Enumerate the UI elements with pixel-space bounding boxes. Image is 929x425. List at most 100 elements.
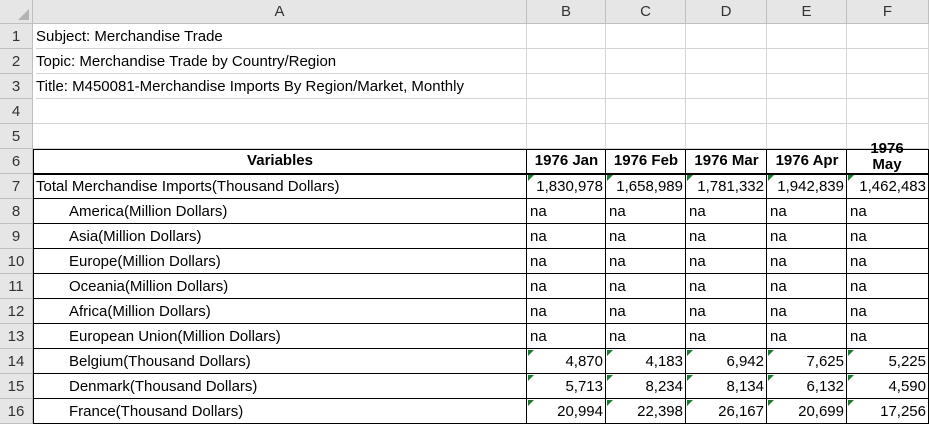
data-value[interactable]: na [770,303,787,320]
row-label[interactable]: America(Million Dollars) [69,203,228,220]
row-label[interactable]: Total Merchandise Imports(Thousand Dolla… [36,178,340,195]
grid-cell[interactable] [606,99,686,124]
grid-cell[interactable] [33,124,527,149]
row-header-5[interactable]: 5 [0,124,33,149]
data-value[interactable]: 1,830,978 [536,178,603,195]
header-period[interactable]: 1976 Apr [775,152,839,169]
row-label[interactable]: Europe(Million Dollars) [69,253,221,270]
grid-cell[interactable] [847,49,929,74]
data-value[interactable]: na [530,303,547,320]
grid-cell[interactable] [527,24,606,49]
select-all-button[interactable] [0,0,33,24]
data-value[interactable]: 5,713 [565,378,603,395]
data-value[interactable]: 26,167 [718,403,764,420]
data-value[interactable]: na [530,328,547,345]
data-value[interactable]: na [770,278,787,295]
column-header-b[interactable]: B [527,0,606,24]
data-value[interactable]: 6,132 [806,378,844,395]
column-header-e[interactable]: E [767,0,847,24]
grid-cell[interactable] [686,124,767,149]
header-period[interactable]: 1976 May [870,141,904,173]
row-header-8[interactable]: 8 [0,199,33,224]
grid-cell[interactable] [686,99,767,124]
data-value[interactable]: na [770,228,787,245]
row-header-3[interactable]: 3 [0,74,33,99]
data-value[interactable]: 22,398 [637,403,683,420]
grid-cell[interactable] [686,49,767,74]
row-header-4[interactable]: 4 [0,99,33,124]
grid-cell[interactable] [767,74,847,99]
row-label[interactable]: France(Thousand Dollars) [69,403,244,420]
data-value[interactable]: na [689,228,706,245]
row-header-10[interactable]: 10 [0,249,33,274]
data-value[interactable]: na [609,303,626,320]
column-header-c[interactable]: C [606,0,686,24]
data-value[interactable]: 5,225 [888,353,926,370]
data-value[interactable]: na [609,228,626,245]
row-label[interactable]: Asia(Million Dollars) [69,228,202,245]
meta-title[interactable]: Title: M450081-Merchandise Imports By Re… [36,74,527,99]
data-value[interactable]: na [850,203,867,220]
data-value[interactable]: 1,462,483 [859,178,926,195]
data-value[interactable]: na [609,253,626,270]
data-value[interactable]: na [689,253,706,270]
meta-topic[interactable]: Topic: Merchandise Trade by Country/Regi… [36,49,527,74]
grid-cell[interactable] [767,124,847,149]
grid-cell[interactable] [527,49,606,74]
data-value[interactable]: na [530,253,547,270]
header-period[interactable]: 1976 Jan [534,152,599,169]
grid-cell[interactable] [767,99,847,124]
data-value[interactable]: 20,699 [798,403,844,420]
data-value[interactable]: na [850,228,867,245]
data-value[interactable]: na [530,228,547,245]
row-label[interactable]: Belgium(Thousand Dollars) [69,353,251,370]
header-period[interactable]: 1976 Mar [694,152,759,169]
data-value[interactable]: na [530,278,547,295]
data-value[interactable]: 1,658,989 [616,178,683,195]
data-value[interactable]: na [609,203,626,220]
row-header-2[interactable]: 2 [0,49,33,74]
grid-cell[interactable] [606,24,686,49]
data-value[interactable]: 8,134 [726,378,764,395]
row-header-9[interactable]: 9 [0,224,33,249]
grid-cell[interactable] [847,99,929,124]
data-value[interactable]: 4,590 [888,378,926,395]
data-value[interactable]: na [770,253,787,270]
grid-cell[interactable] [527,99,606,124]
data-value[interactable]: 7,625 [806,353,844,370]
grid-cell[interactable] [606,124,686,149]
row-header-1[interactable]: 1 [0,24,33,49]
data-value[interactable]: 4,870 [565,353,603,370]
header-period[interactable]: 1976 Feb [613,152,679,169]
data-value[interactable]: na [850,253,867,270]
row-header-13[interactable]: 13 [0,324,33,349]
data-value[interactable]: na [689,328,706,345]
header-variables[interactable]: Variables [247,152,313,169]
data-value[interactable]: na [850,278,867,295]
data-value[interactable]: na [609,328,626,345]
data-value[interactable]: 6,942 [726,353,764,370]
data-value[interactable]: 1,942,839 [777,178,844,195]
row-header-16[interactable]: 16 [0,399,33,424]
data-value[interactable]: 8,234 [645,378,683,395]
data-value[interactable]: na [850,303,867,320]
row-header-7[interactable]: 7 [0,174,33,199]
grid-cell[interactable] [527,124,606,149]
grid-cell[interactable] [767,24,847,49]
data-value[interactable]: na [689,303,706,320]
data-value[interactable]: na [850,328,867,345]
grid-cell[interactable] [527,74,606,99]
data-value[interactable]: 1,781,332 [697,178,764,195]
row-header-11[interactable]: 11 [0,274,33,299]
data-value[interactable]: 17,256 [880,403,926,420]
data-value[interactable]: 20,994 [557,403,603,420]
meta-subject[interactable]: Subject: Merchandise Trade [36,24,527,49]
row-label[interactable]: European Union(Million Dollars) [69,328,281,345]
grid-cell[interactable] [686,24,767,49]
data-value[interactable]: na [770,203,787,220]
data-value[interactable]: na [530,203,547,220]
grid-cell[interactable] [847,24,929,49]
data-value[interactable]: na [609,278,626,295]
column-header-a[interactable]: A [33,0,527,24]
data-value[interactable]: 4,183 [645,353,683,370]
